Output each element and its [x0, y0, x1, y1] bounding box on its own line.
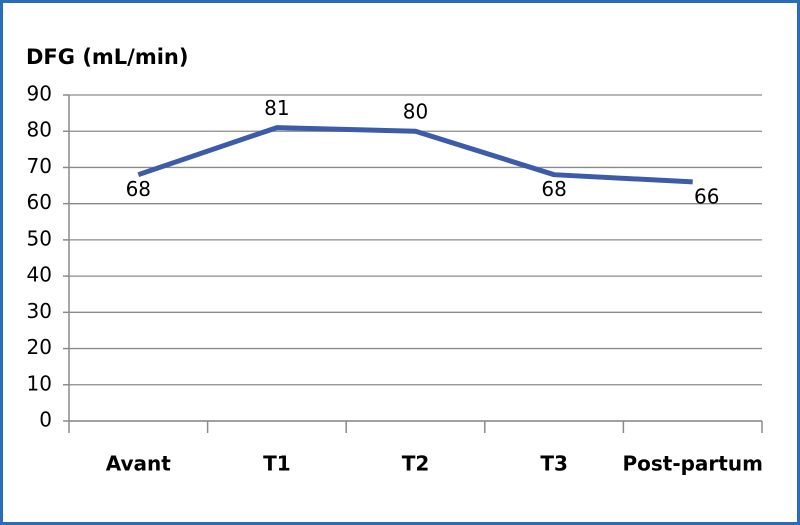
- x-tick-label: T3: [540, 452, 568, 476]
- x-tick-label: Post-partum: [622, 452, 762, 476]
- x-tick-label: Avant: [106, 452, 172, 476]
- y-tick-label: 50: [27, 226, 52, 250]
- chart-title: DFG (mL/min): [26, 45, 188, 69]
- y-tick-label: 30: [27, 299, 52, 323]
- y-tick-label: 60: [27, 190, 52, 214]
- y-tick-label: 80: [27, 118, 52, 142]
- y-tick-label: 10: [27, 371, 52, 395]
- data-label: 66: [694, 184, 719, 208]
- data-label: 68: [126, 177, 151, 201]
- data-label: 80: [403, 100, 428, 124]
- y-tick-label: 40: [27, 263, 52, 287]
- y-tick-label: 20: [27, 335, 52, 359]
- y-tick-label: 0: [39, 408, 52, 432]
- x-tick-label: T1: [263, 452, 291, 476]
- line: [137, 125, 693, 185]
- data-label: 68: [541, 177, 566, 201]
- y-tick-label: 90: [27, 82, 52, 106]
- y-tick-label: 70: [27, 154, 52, 178]
- data-label: 81: [264, 96, 289, 120]
- x-tick-label: T2: [402, 452, 430, 476]
